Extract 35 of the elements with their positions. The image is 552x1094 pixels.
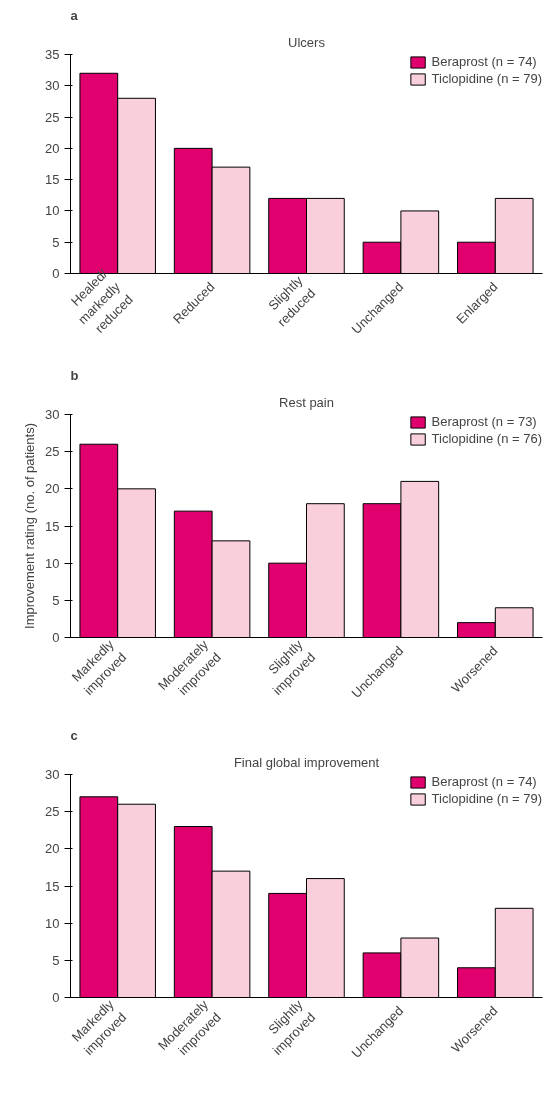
- y-tick-label: 30: [45, 767, 60, 782]
- y-tick-label: 35: [45, 47, 60, 62]
- y-tick-label: 30: [45, 407, 60, 422]
- y-tick-label: 5: [52, 952, 60, 968]
- y-axis-title: Improvement rating (no. of patients): [22, 423, 38, 629]
- legend-label: Ticlopidine (n = 76): [431, 431, 542, 446]
- y-tick-label: 30: [45, 78, 60, 94]
- y-tick-label: 15: [45, 518, 60, 534]
- y-tick-label: 0: [52, 630, 60, 645]
- y-tick-label: 10: [45, 915, 60, 931]
- text: a: [70, 7, 79, 23]
- y-tick-label: 5: [52, 592, 60, 608]
- y-tick-label: 25: [45, 109, 60, 125]
- y-tick-label: 20: [45, 140, 60, 156]
- legend-label: Beraprost (n = 74): [431, 774, 537, 789]
- y-tick-label: 25: [45, 444, 60, 460]
- chart-title: Final global improvement: [233, 754, 380, 770]
- legend-label: Beraprost (n = 73): [431, 414, 537, 429]
- text: b: [70, 367, 79, 383]
- y-tick-label: 15: [45, 878, 60, 894]
- y-tick-label: 10: [45, 203, 60, 219]
- y-tick-label: 20: [45, 481, 60, 497]
- text: c: [70, 727, 78, 743]
- y-tick-label: 25: [45, 804, 60, 820]
- y-tick-label: 5: [52, 234, 60, 250]
- chart-title: Ulcers: [288, 34, 326, 50]
- y-tick-label: 0: [52, 990, 60, 1005]
- legend-label: Ticlopidine (n = 79): [431, 71, 542, 86]
- y-tick-label: 0: [52, 266, 60, 281]
- y-tick-label: 15: [45, 172, 60, 188]
- chart-title: Rest pain: [279, 394, 334, 410]
- y-tick-label: 10: [45, 555, 60, 571]
- y-tick-label: 20: [45, 841, 60, 857]
- legend-label: Ticlopidine (n = 79): [431, 791, 542, 806]
- legend-label: Beraprost (n = 74): [431, 54, 537, 69]
